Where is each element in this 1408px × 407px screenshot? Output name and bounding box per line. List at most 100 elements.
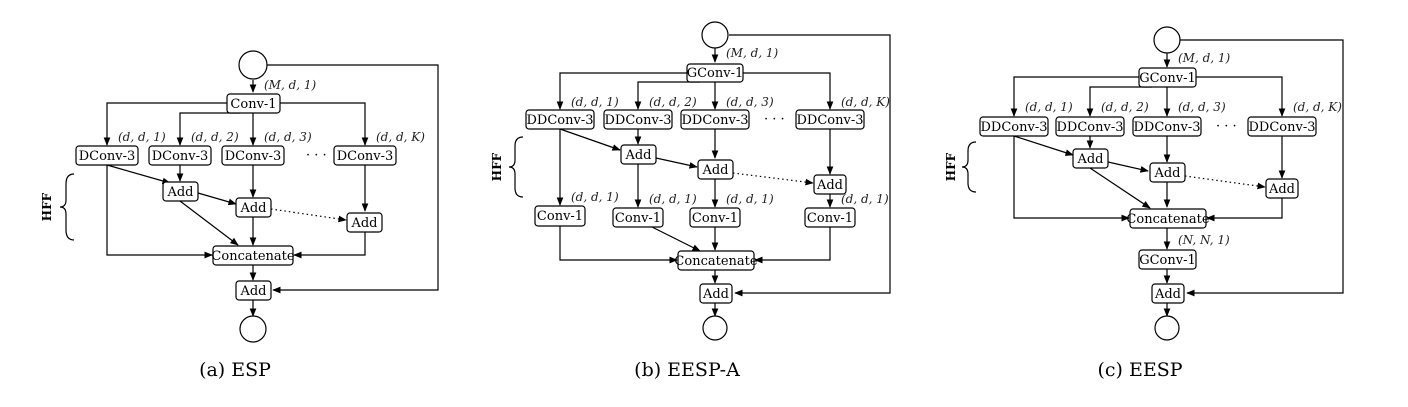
eesp-a-conv1-box-k: Conv-1 (804, 207, 856, 228)
esp-add-label-2: Add (239, 201, 266, 216)
eesp-add-label-2: Add (1153, 166, 1180, 181)
esp-add-out-label: Add (239, 284, 266, 299)
diagram-esp: (M, d, 1) Conv-1 (d, d, 1) (d, d, 2) (d,… (40, 50, 439, 381)
esp-hff-brace (59, 173, 75, 241)
eesp-a-add-out-label: Add (702, 287, 729, 302)
eesp-edges (1010, 39, 1344, 317)
eesp-gconv-out-label: GConv-1 (1139, 253, 1196, 268)
eesp-a-conv1-label-1: Conv-1 (537, 209, 583, 224)
esp-caption: (a) ESP (199, 359, 271, 381)
esp-add-label-1: Add (166, 185, 193, 200)
eesp-a-ddconv-box-1: DDConv-3 (525, 109, 595, 130)
eesp-a-branch-dim-k: (d, d, K) (841, 95, 890, 109)
eesp-output-node (1154, 315, 1180, 341)
eesp-a-add-box-2: Add (697, 159, 734, 180)
eesp-a-add-box-3: Add (813, 174, 847, 195)
esp-conv1-box: Conv-1 (226, 93, 281, 114)
eesp-ddconv-label-3: DDConv-3 (1134, 120, 1201, 135)
eesp-a-conv1-label-2: Conv-1 (615, 211, 661, 226)
esp-add-box-2: Add (235, 197, 272, 218)
eesp-add-label-3: Add (1268, 182, 1295, 197)
eesp-ddconv-box-k: DDConv-3 (1247, 116, 1317, 137)
esp-add-box-3: Add (346, 212, 383, 233)
eesp-add-label-1: Add (1076, 152, 1103, 167)
eesp-a-concat-box: Concatenate (674, 250, 758, 271)
eesp-input-node (1153, 26, 1181, 54)
eesp-a-conv1-box-2: Conv-1 (612, 207, 664, 228)
esp-dconv-box-3: DConv-3 (221, 145, 285, 166)
esp-dconv-box-2: DConv-3 (148, 145, 212, 166)
eesp-ddconv-label-2: DDConv-3 (1057, 120, 1124, 135)
eesp-add-out-label: Add (1154, 287, 1181, 302)
esp-output-node (239, 315, 267, 343)
eesp-a-input-dim: (M, d, 1) (726, 46, 779, 60)
eesp-concat-label: Concatenate (1126, 212, 1209, 227)
eesp-gconv-out-box: GConv-1 (1138, 249, 1197, 270)
eesp-a-concat-label: Concatenate (674, 254, 757, 269)
esp-ellipsis: · · · (306, 148, 327, 163)
diagram-eesp: (M, d, 1) GConv-1 (d, d, 1) (d, d, 2) (d… (944, 26, 1344, 381)
eesp-a-edges (556, 34, 891, 317)
esp-branch-dim-k: (d, d, K) (376, 130, 425, 144)
eesp-a-caption: (b) EESP-A (634, 359, 740, 381)
eesp-a-gconv1-box: GConv-1 (686, 63, 744, 83)
eesp-a-ellipsis: · · · (764, 112, 785, 127)
eesp-hff-label: HFF (944, 152, 958, 181)
eesp-a-add-label-1: Add (624, 148, 651, 163)
eesp-output-dim: (N, N, 1) (1178, 233, 1230, 247)
esp-add-label-3: Add (350, 216, 377, 231)
eesp-a-conv1-dim-1: (d, d, 1) (571, 190, 619, 204)
eesp-ddconv-box-1: DDConv-3 (979, 116, 1049, 137)
eesp-a-conv1-dim-2: (d, d, 1) (649, 192, 697, 206)
eesp-a-add-label-3: Add (816, 178, 843, 193)
eesp-ddconv-box-2: DDConv-3 (1055, 116, 1125, 137)
eesp-a-add-out-box: Add (699, 283, 733, 304)
eesp-a-ddconv-box-k: DDConv-3 (795, 109, 865, 130)
eesp-a-ddconv-box-2: DDConv-3 (603, 109, 673, 130)
eesp-input-dim: (M, d, 1) (1178, 51, 1231, 65)
eesp-hff-brace (961, 141, 977, 193)
esp-input-dim: (M, d, 1) (264, 78, 317, 92)
eesp-a-conv1-box-3: Conv-1 (689, 207, 741, 228)
eesp-a-gconv1-label: GConv-1 (687, 66, 744, 81)
eesp-a-add-box-1: Add (620, 144, 657, 165)
eesp-a-conv1-dim-k: (d, d, 1) (841, 192, 889, 206)
eesp-a-branch-dim-3: (d, d, 3) (726, 95, 774, 109)
eesp-gconv1-box: GConv-1 (1138, 67, 1197, 88)
esp-dconv-box-1: DConv-3 (75, 145, 139, 166)
eesp-add-out-box: Add (1151, 283, 1185, 304)
esp-dconv-label-1: DConv-3 (79, 149, 136, 164)
esp-dconv-label-3: DConv-3 (225, 149, 282, 164)
eesp-a-ddconv-label-3: DDConv-3 (682, 113, 749, 128)
esp-branch-dim-3: (d, d, 3) (264, 130, 312, 144)
eesp-a-hff-brace (508, 136, 524, 198)
eesp-branch-dim-2: (d, d, 2) (1101, 100, 1149, 114)
esp-dconv-label-k: DConv-3 (337, 149, 394, 164)
eesp-a-add-label-2: Add (701, 163, 728, 178)
eesp-a-ddconv-label-1: DDConv-3 (527, 113, 594, 128)
eesp-ddconv-box-3: DDConv-3 (1132, 116, 1202, 137)
esp-dconv-label-2: DConv-3 (152, 149, 209, 164)
eesp-add-box-3: Add (1265, 178, 1299, 199)
esp-branch-dim-1: (d, d, 1) (118, 130, 166, 144)
eesp-ellipsis: · · · (1216, 119, 1237, 134)
esp-conv1-label: Conv-1 (230, 97, 276, 112)
eesp-branch-dim-k: (d, d, K) (1293, 100, 1342, 114)
eesp-a-hff-label: HFF (490, 152, 504, 181)
eesp-a-conv1-label-3: Conv-1 (692, 211, 738, 226)
esp-edges (103, 64, 439, 317)
esp-branch-dim-2: (d, d, 2) (191, 130, 239, 144)
eesp-a-conv1-label-k: Conv-1 (807, 211, 853, 226)
eesp-a-conv1-box-1: Conv-1 (534, 205, 586, 227)
eesp-a-ddconv-label-2: DDConv-3 (605, 113, 672, 128)
eesp-a-input-node (701, 21, 729, 49)
eesp-ddconv-label-k: DDConv-3 (1249, 120, 1316, 135)
esp-input-node (238, 50, 268, 80)
eesp-add-box-2: Add (1149, 162, 1186, 183)
esp-hff-label: HFF (40, 192, 54, 221)
eesp-branch-dim-3: (d, d, 3) (1178, 100, 1226, 114)
eesp-caption: (c) EESP (1097, 359, 1182, 381)
eesp-add-box-1: Add (1072, 148, 1109, 169)
diagram-eesp-a: (M, d, 1) GConv-1 (d, d, 1) (d, d, 2) (d… (490, 21, 891, 381)
esp-add-box-1: Add (162, 181, 199, 202)
